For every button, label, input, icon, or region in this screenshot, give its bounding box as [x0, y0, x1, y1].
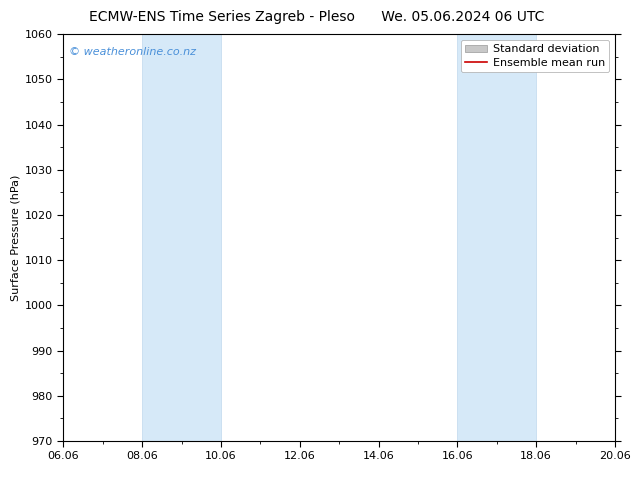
Bar — [142, 34, 221, 441]
Y-axis label: Surface Pressure (hPa): Surface Pressure (hPa) — [11, 174, 21, 301]
Bar — [457, 34, 536, 441]
Text: ECMW-ENS Time Series Zagreb - Pleso      We. 05.06.2024 06 UTC: ECMW-ENS Time Series Zagreb - Pleso We. … — [89, 10, 545, 24]
Legend: Standard deviation, Ensemble mean run: Standard deviation, Ensemble mean run — [460, 40, 609, 72]
Text: © weatheronline.co.nz: © weatheronline.co.nz — [69, 47, 196, 56]
